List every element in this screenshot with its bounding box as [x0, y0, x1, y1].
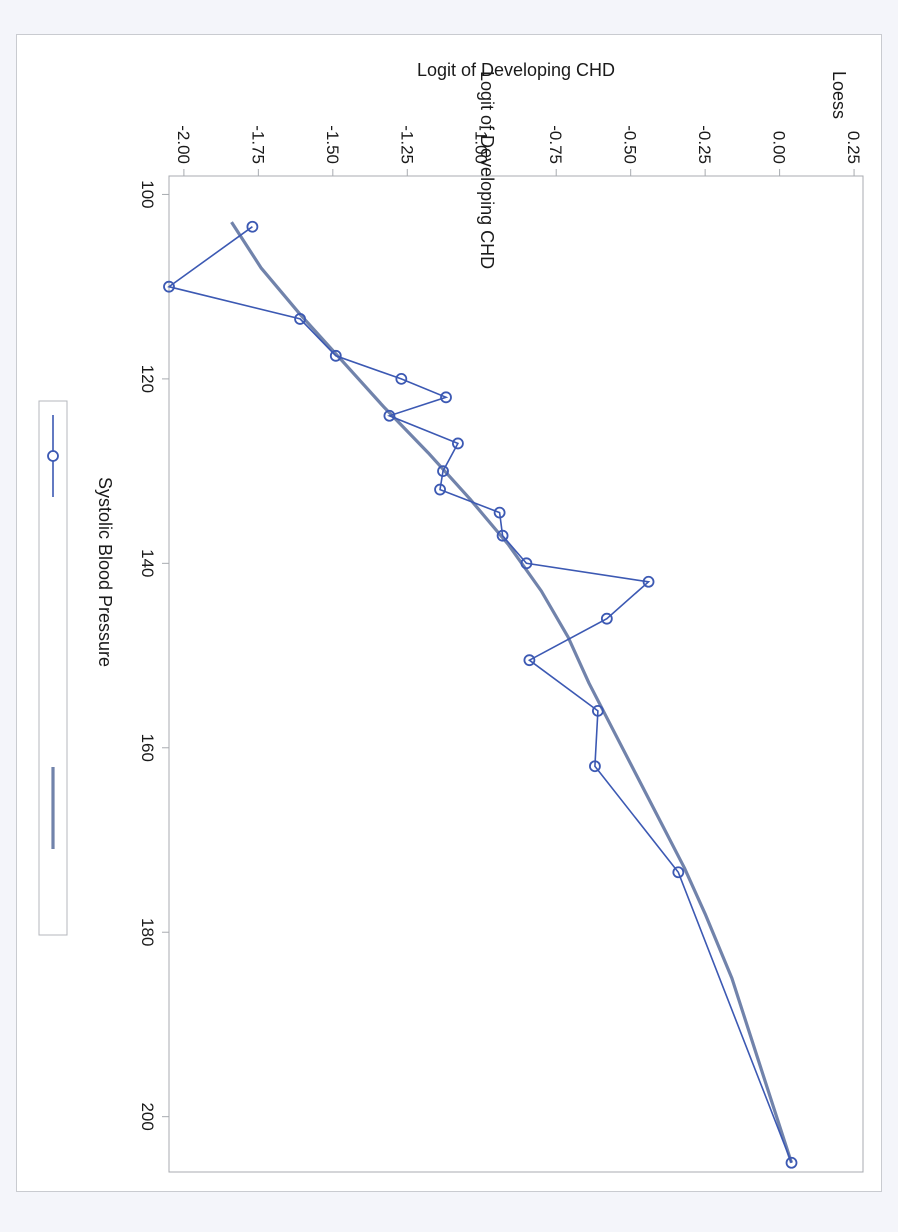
y-tick-label: -0.50: [621, 125, 640, 164]
logit-point: [437, 465, 449, 478]
logit-point: [520, 557, 533, 570]
logit-point: [395, 372, 408, 385]
logit-point: [452, 437, 464, 450]
tick-group: -2.00 -1.75 -1.50 -1.25 -1.00 -0.75 -0.50 -0.25…: [138, 125, 863, 1131]
y-tick-label: -1.00: [472, 125, 491, 164]
logit-point: [294, 313, 306, 325]
y-tick-label: -1.75: [248, 125, 267, 164]
logit-point: [383, 409, 396, 422]
logit-point: [493, 506, 506, 519]
logit-line: [167, 226, 793, 1164]
x-tick-label: 140: [138, 549, 157, 577]
x-tick-label: 120: [138, 365, 157, 393]
series-group: [163, 220, 798, 1169]
plot-area: [168, 175, 864, 1173]
y-tick-label: -1.25: [397, 125, 416, 164]
logit-point: [440, 391, 452, 404]
x-tick-label: 160: [138, 734, 157, 762]
chart-root: -2.00 -1.75 -1.50 -1.25 -1.00 -0.75 -0.50 -0.25…: [38, 60, 864, 1173]
legend-label-logit: Logit of Developing CHD: [477, 71, 497, 269]
loess-line: [230, 221, 794, 1164]
legend-marker-logit: [47, 450, 59, 462]
logit-point: [163, 280, 175, 293]
logit-point: [642, 575, 655, 588]
y-tick-label: -0.75: [546, 125, 565, 164]
legend: Logit of Developing CHD Loess: [38, 71, 849, 936]
legend-label-loess: Loess: [829, 71, 849, 119]
logit-point: [592, 704, 604, 717]
chart-svg: -2.00 -1.75 -1.50 -1.25 -1.00 -0.75 -0.50 -0.25…: [38, 60, 864, 1173]
y-tick-label: -2.00: [174, 125, 193, 164]
logit-point: [600, 612, 613, 625]
x-axis-title: Systolic Blood Pressure: [95, 477, 115, 667]
x-tick-label: 100: [138, 180, 157, 208]
y-tick-label: -0.25: [695, 125, 714, 164]
y-tick-label: -1.50: [323, 125, 342, 164]
logit-point: [589, 760, 601, 773]
y-tick-label: 0.25: [844, 131, 863, 164]
chart-panel: -2.00 -1.75 -1.50 -1.25 -1.00 -0.75 -0.50 -0.25…: [16, 34, 882, 1192]
y-axis-title: Logit of Developing CHD: [417, 60, 615, 80]
logit-point: [329, 349, 342, 362]
logit-point: [672, 866, 685, 879]
y-tick-label: 0.00: [770, 131, 789, 164]
x-tick-label: 180: [138, 918, 157, 946]
logit-point: [523, 654, 536, 667]
logit-point: [434, 483, 446, 496]
logit-point: [246, 220, 259, 233]
logit-point: [496, 529, 509, 542]
x-tick-label: 200: [138, 1102, 157, 1130]
logit-point: [785, 1156, 798, 1169]
